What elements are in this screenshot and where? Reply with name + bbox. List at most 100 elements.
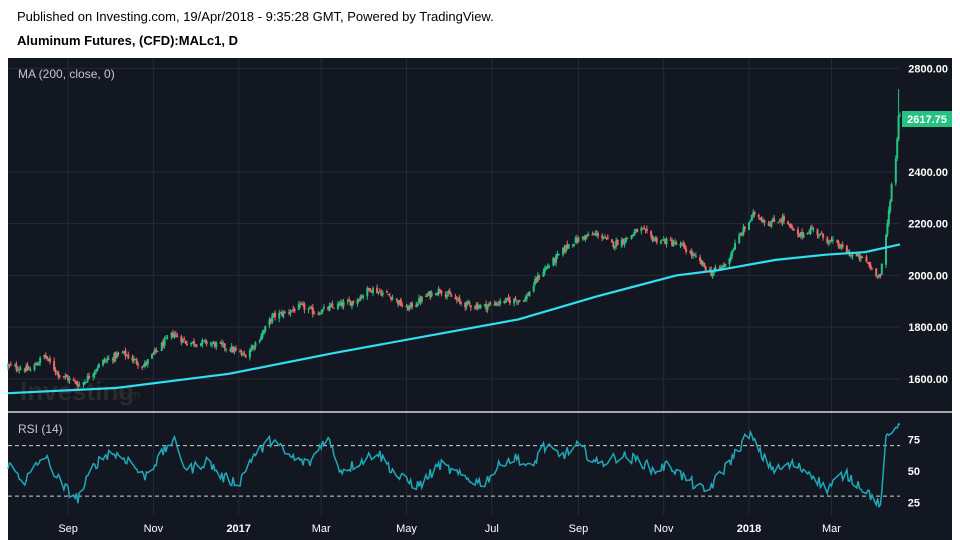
candle-body (146, 359, 149, 365)
candle-body (127, 354, 130, 359)
candle-body (184, 340, 187, 344)
candle-body (622, 238, 625, 244)
candle-body (72, 379, 75, 381)
candle-body (302, 303, 305, 305)
candle-body (381, 292, 384, 295)
candle-body (845, 245, 848, 254)
candle-body (181, 338, 184, 343)
candle-body (714, 267, 717, 270)
candle-body (132, 358, 135, 362)
candle-body (409, 303, 412, 307)
candle-body (880, 263, 883, 275)
candle-body (43, 354, 46, 358)
rsi-indicator-label[interactable]: RSI (14) (18, 422, 63, 436)
candle-body (704, 266, 707, 271)
price-tick-label: 2400.00 (908, 167, 948, 179)
candle-body (819, 233, 822, 236)
candle-body (850, 255, 853, 257)
candle-body (378, 290, 381, 292)
candle-body (397, 300, 400, 305)
price-tick-label: 2000.00 (908, 270, 948, 282)
candle-body (508, 299, 511, 304)
price-tick-label: 1800.00 (908, 322, 948, 334)
candle-body (468, 301, 471, 305)
candle-body (29, 369, 32, 371)
candle-body (202, 340, 205, 342)
candle-body (899, 115, 901, 117)
candle-body (194, 344, 197, 346)
candle-body (47, 358, 50, 360)
candle-body (591, 234, 594, 236)
candle-body (525, 295, 528, 300)
investing-watermark: Investing .com (20, 376, 140, 406)
candle-body (152, 353, 155, 355)
candle-body (613, 245, 616, 249)
candle-body (759, 217, 762, 220)
candle-body (743, 226, 746, 229)
candle-body (528, 291, 531, 297)
candle-body (692, 254, 695, 257)
candle-body (311, 307, 314, 315)
candle-body (269, 318, 272, 322)
candle-body (83, 381, 86, 384)
ma-indicator-label[interactable]: MA (200, close, 0) (18, 67, 115, 81)
candle-body (652, 239, 655, 242)
candle-body (573, 244, 576, 246)
candle-body (757, 214, 760, 217)
candle-body (155, 349, 158, 351)
candle-body (620, 239, 623, 247)
candle-body (651, 235, 654, 241)
candle-body (240, 353, 243, 355)
candle-body (211, 343, 214, 345)
candle-body (78, 384, 81, 386)
candle-body (124, 350, 127, 357)
candle-body (478, 306, 481, 308)
candle-body (13, 365, 16, 367)
candle-body (690, 251, 693, 256)
candle-body (497, 303, 500, 305)
candle-body (352, 300, 355, 304)
candle-body (861, 256, 864, 258)
candle-body (359, 296, 362, 301)
candle-body (524, 298, 527, 301)
candle-body (310, 307, 313, 309)
candle-body (626, 237, 629, 239)
candle-body (859, 255, 862, 259)
candle-body (581, 237, 584, 239)
price-axis: 1600.00 1800.00 2000.00 2200.00 2400.00 2800.… (908, 63, 948, 386)
candle-body (209, 343, 212, 345)
candle-body (398, 300, 401, 305)
candle-body (866, 262, 869, 264)
candle-body (419, 298, 422, 302)
candle-body (232, 346, 235, 352)
candle-body (46, 356, 49, 360)
candle-body (290, 310, 293, 312)
candle-body (313, 313, 316, 315)
candle-body (710, 270, 713, 276)
candle-body (538, 275, 541, 278)
candle-body (885, 234, 888, 265)
candle-body (552, 258, 555, 266)
candle-body (369, 288, 372, 292)
candle-body (281, 312, 284, 316)
candle-body (254, 342, 257, 347)
candle-body (215, 342, 218, 347)
candle-body (380, 292, 383, 296)
candle-body (763, 219, 766, 223)
candle-body (170, 332, 173, 338)
candle-body (401, 305, 404, 307)
candle-body (426, 294, 429, 296)
candle-body (113, 353, 116, 362)
candle-body (760, 219, 763, 221)
candle-body (95, 369, 98, 372)
candle-body (399, 299, 402, 306)
candle-body (822, 233, 825, 238)
candle-body (729, 254, 732, 260)
watermark-suffix: .com (112, 387, 140, 402)
price-tick-label: 2200.00 (908, 219, 948, 231)
candle-body (219, 342, 222, 344)
candle-body (487, 303, 490, 306)
candle-body (156, 350, 159, 352)
candle-body (107, 358, 110, 360)
